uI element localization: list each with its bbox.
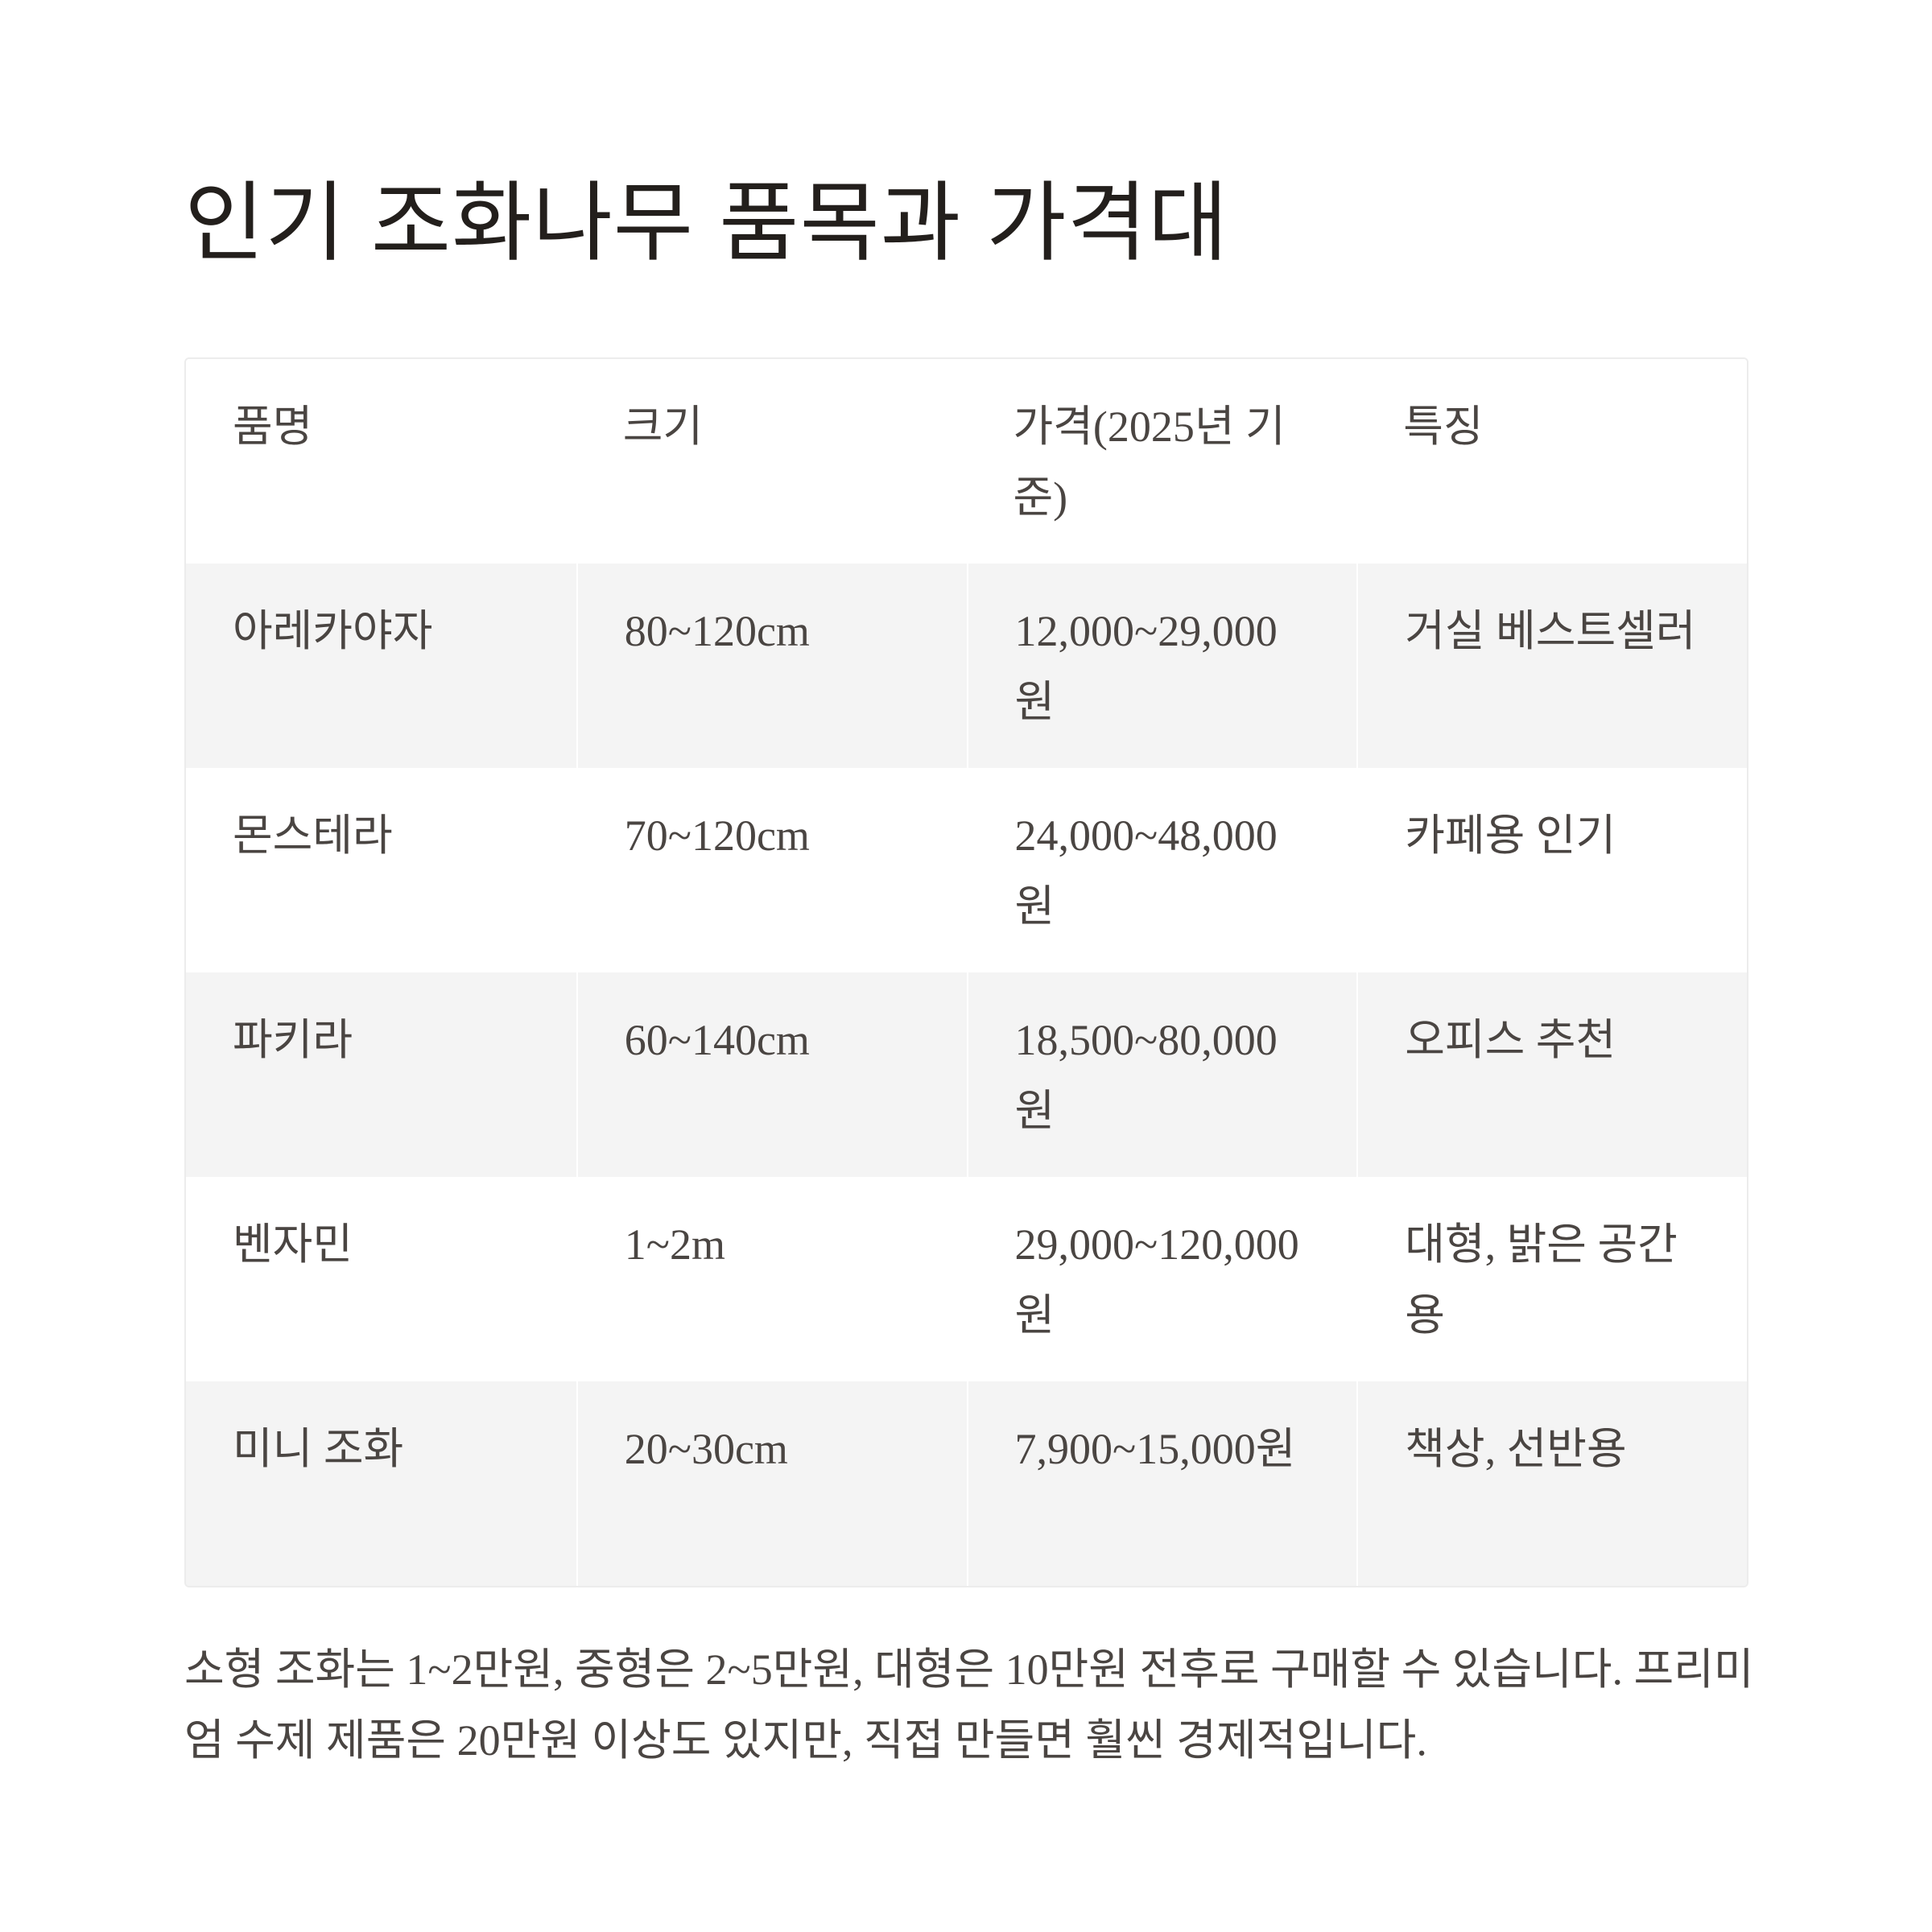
summary-paragraph: 소형 조화는 1~2만원, 중형은 2~5만원, 대형은 10만원 전후로 구매… xyxy=(184,1645,1754,1765)
table-row: 아레카야자 80~120cm 12,000~29,000원 거실 베스트셀러 xyxy=(186,564,1747,768)
table-row: 파키라 60~140cm 18,500~80,000원 오피스 추천 xyxy=(186,972,1747,1177)
table-header-row: 품명 크기 가격(2025년 기준) 특징 xyxy=(186,359,1747,564)
header-price: 가격(2025년 기준) xyxy=(966,359,1357,564)
page-title: 인기 조화나무 품목과 가격대 xyxy=(184,174,1229,271)
cell-size: 70~120cm xyxy=(576,768,967,972)
cell-feature: 거실 베스트셀러 xyxy=(1356,564,1747,768)
cell-name: 몬스테라 xyxy=(186,768,576,972)
header-name: 품명 xyxy=(186,359,576,564)
cell-price: 24,000~48,000원 xyxy=(966,768,1357,972)
header-size: 크기 xyxy=(576,359,967,564)
header-feature: 특징 xyxy=(1356,359,1747,564)
cell-name: 벤자민 xyxy=(186,1177,576,1381)
cell-size: 60~140cm xyxy=(576,972,967,1177)
cell-size: 1~2m xyxy=(576,1177,967,1381)
table-row: 미니 조화 20~30cm 7,900~15,000원 책상, 선반용 xyxy=(186,1381,1747,1586)
cell-price: 7,900~15,000원 xyxy=(966,1381,1357,1586)
cell-price: 18,500~80,000원 xyxy=(966,972,1357,1177)
cell-feature: 카페용 인기 xyxy=(1356,768,1747,972)
cell-price: 12,000~29,000원 xyxy=(966,564,1357,768)
cell-name: 파키라 xyxy=(186,972,576,1177)
cell-price: 29,000~120,000원 xyxy=(966,1177,1357,1381)
cell-size: 20~30cm xyxy=(576,1381,967,1586)
cell-name: 아레카야자 xyxy=(186,564,576,768)
cell-name: 미니 조화 xyxy=(186,1381,576,1586)
price-table: 품명 크기 가격(2025년 기준) 특징 아레카야자 80~120cm 12,… xyxy=(184,357,1748,1587)
cell-feature: 책상, 선반용 xyxy=(1356,1381,1747,1586)
table-row: 몬스테라 70~120cm 24,000~48,000원 카페용 인기 xyxy=(186,768,1747,972)
cell-feature: 대형, 밝은 공간용 xyxy=(1356,1177,1747,1381)
table-row: 벤자민 1~2m 29,000~120,000원 대형, 밝은 공간용 xyxy=(186,1177,1747,1381)
cell-size: 80~120cm xyxy=(576,564,967,768)
cell-feature: 오피스 추천 xyxy=(1356,972,1747,1177)
